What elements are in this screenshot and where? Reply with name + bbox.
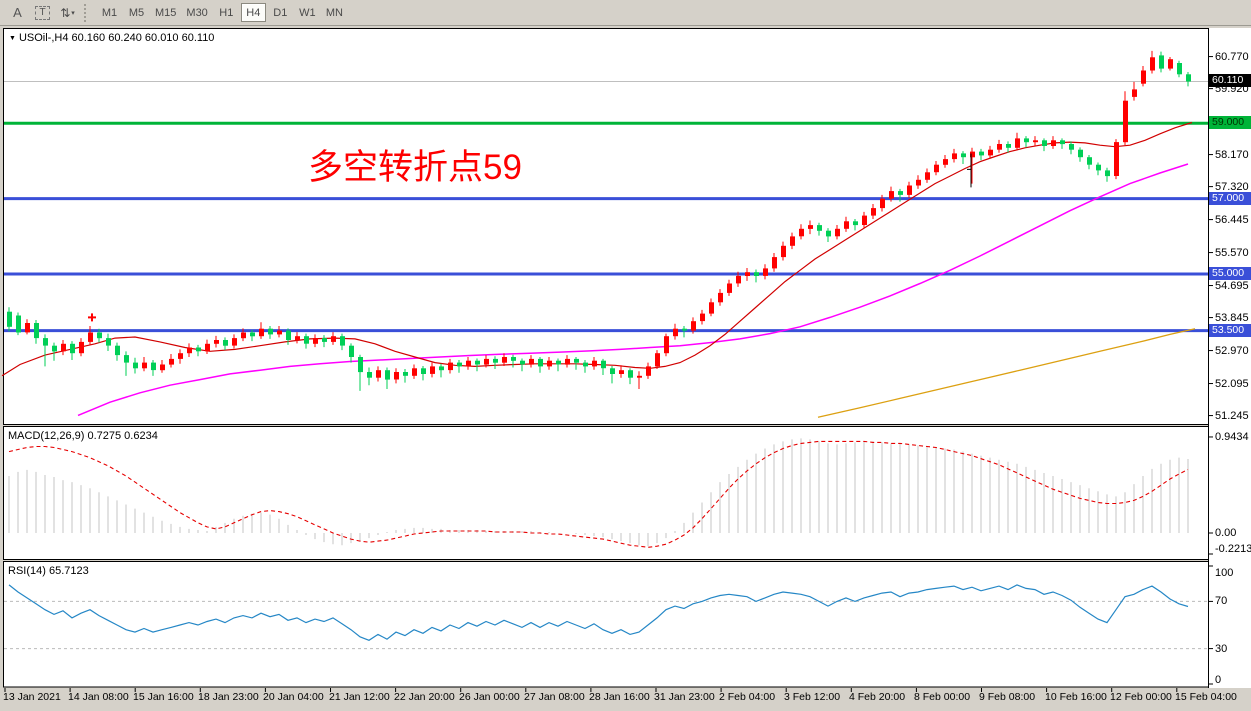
arrange-arrows-button[interactable]: ⇅ ▾: [55, 3, 80, 23]
timeframe-button-mn[interactable]: MN: [325, 6, 343, 19]
time-axis-label: 27 Jan 08:00: [524, 691, 585, 703]
time-axis-label: 10 Feb 16:00: [1045, 691, 1107, 703]
macd-label: MACD(12,26,9) 0.7275 0.6234: [8, 430, 158, 442]
chart-text-annotation[interactable]: 多空转折点59: [308, 148, 522, 187]
time-axis-label: 13 Jan 2021: [3, 691, 61, 703]
price-axis-tick: 55.570: [1215, 247, 1249, 259]
time-axis-label: 31 Jan 23:00: [654, 691, 715, 703]
rsi-axis-tick: 100: [1215, 567, 1234, 579]
rsi-axis-tick: 0: [1215, 674, 1222, 686]
rsi-line: [8, 584, 1189, 641]
chart-markers: [88, 153, 972, 322]
time-axis-label: 28 Jan 16:00: [589, 691, 650, 703]
time-axis-label: 8 Feb 00:00: [914, 691, 971, 703]
timeframe-button-m1[interactable]: M1: [101, 6, 118, 19]
ma-mid-magenta-line: [77, 163, 1189, 417]
arrows-icon: ⇅: [60, 5, 70, 20]
timeframe-button-m5[interactable]: M5: [128, 6, 145, 19]
text-tool-icon: T: [35, 5, 50, 20]
price-axis-badge: 57.000: [1209, 192, 1251, 205]
price-axis-tick: 58.170: [1215, 149, 1249, 161]
text-tool-button[interactable]: T: [30, 3, 55, 23]
time-axis-label: 26 Jan 00:00: [459, 691, 520, 703]
time-axis-label: 9 Feb 08:00: [979, 691, 1036, 703]
time-axis-label: 21 Jan 12:00: [329, 691, 390, 703]
ma-slow-orange-line: [817, 328, 1196, 418]
timeframe-toolbar: M1 M5 M15 M30 H1 H4 D1 W1 MN: [96, 3, 348, 22]
time-axis-label: 3 Feb 12:00: [784, 691, 841, 703]
time-axis-label: 14 Jan 08:00: [68, 691, 129, 703]
toolbar-grip: [84, 3, 90, 22]
timeframe-button-m15[interactable]: M15: [155, 6, 177, 19]
macd-panel[interactable]: [3, 426, 1209, 560]
price-axis-background: [1209, 28, 1251, 688]
symbol-title: ▼ USOil-,H4 60.160 60.240 60.010 60.110: [9, 32, 214, 44]
chevron-down-icon: ▾: [71, 9, 75, 17]
price-axis-tick: 51.245: [1215, 410, 1249, 422]
price-axis-badge: 55.000: [1209, 267, 1251, 280]
price-axis-tick: 52.970: [1215, 345, 1249, 357]
macd-signal-line: [8, 440, 1189, 548]
symbol-title-text: USOil-,H4 60.160 60.240 60.010 60.110: [18, 32, 215, 44]
top-toolbar: A T ⇅ ▾ M1 M5 M15 M30 H1 H4 D1 W1 MN: [0, 0, 1251, 26]
timeframe-button-m30[interactable]: M30: [186, 6, 208, 19]
candlesticks: [7, 50, 1191, 391]
horizontal-lines-group[interactable]: [4, 121, 1208, 333]
label-tool-button[interactable]: A: [5, 3, 30, 23]
macd-axis-tick: -0.2213: [1215, 543, 1251, 555]
rsi-label: RSI(14) 65.7123: [8, 565, 89, 577]
timeframe-button-h1[interactable]: H1: [219, 6, 234, 19]
timeframe-button-w1[interactable]: W1: [299, 6, 316, 19]
price-axis-badge: 59.000: [1209, 116, 1251, 129]
symbol-collapse-icon[interactable]: ▼: [9, 35, 16, 42]
rsi-panel[interactable]: [3, 561, 1209, 688]
timeframe-button-d1[interactable]: D1: [273, 6, 288, 19]
price-axis-badge: 53.500: [1209, 324, 1251, 337]
ma-fast-red-line: [1, 121, 1193, 377]
time-axis-label: 15 Feb 04:00: [1175, 691, 1237, 703]
rsi-levels: [4, 600, 1208, 650]
time-axis-label: 20 Jan 04:00: [263, 691, 324, 703]
time-axis-label: 4 Feb 20:00: [849, 691, 906, 703]
time-axis-label: 15 Jan 16:00: [133, 691, 194, 703]
timeframe-button-h4[interactable]: H4: [240, 3, 266, 22]
time-axis-label: 22 Jan 20:00: [394, 691, 455, 703]
time-axis-label: 2 Feb 04:00: [719, 691, 776, 703]
macd-axis-tick: 0.00: [1215, 527, 1237, 539]
price-axis-tick: 56.445: [1215, 214, 1249, 226]
macd-axis-tick: 0.9434: [1215, 431, 1249, 443]
main-chart-panel[interactable]: [3, 28, 1209, 425]
price-axis-badge: 60.110: [1209, 74, 1251, 87]
axis-tick-marks: [4, 56, 1213, 692]
time-axis-label: 12 Feb 00:00: [1110, 691, 1172, 703]
price-axis-tick: 54.695: [1215, 280, 1249, 292]
price-axis-tick: 52.095: [1215, 378, 1249, 390]
price-axis-tick: 60.770: [1215, 51, 1249, 63]
price-axis-tick: 53.845: [1215, 312, 1249, 324]
label-tool-glyph: A: [13, 5, 22, 20]
time-axis-label: 18 Jan 23:00: [198, 691, 259, 703]
rsi-axis-tick: 30: [1215, 643, 1228, 655]
rsi-axis-tick: 70: [1215, 595, 1228, 607]
price-axis-tick: 57.320: [1215, 181, 1249, 193]
